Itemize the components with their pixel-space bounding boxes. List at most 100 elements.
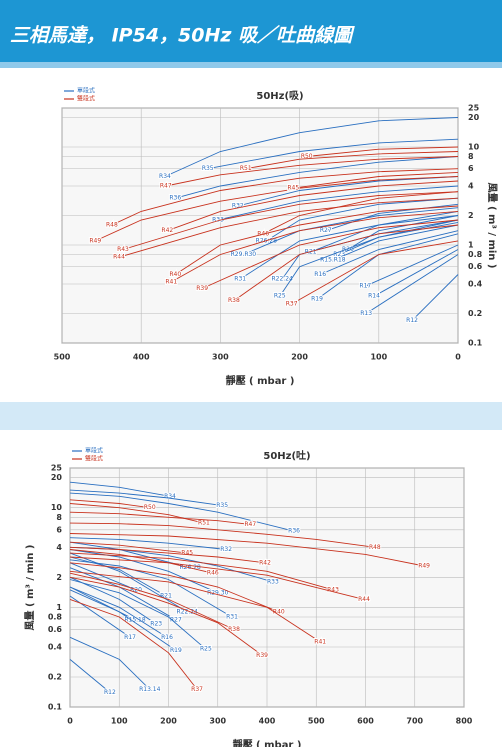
curve-label: R41 bbox=[165, 278, 177, 285]
curve bbox=[69, 562, 137, 591]
y-tick-label: 1 bbox=[468, 240, 474, 249]
curve-label: R27 bbox=[320, 227, 332, 234]
curve-label: R51 bbox=[198, 520, 210, 527]
y-tick-label: 0.1 bbox=[468, 339, 483, 348]
curve-label: R40 bbox=[273, 608, 285, 615]
curve-label: R12 bbox=[406, 317, 418, 324]
curve-label: R48 bbox=[106, 221, 118, 228]
y-tick-label: 1 bbox=[56, 603, 62, 612]
curve-label: R50 bbox=[144, 504, 156, 511]
curve-label: R38 bbox=[228, 297, 240, 304]
curve bbox=[237, 176, 459, 207]
curve-label: R32 bbox=[232, 203, 244, 210]
curve bbox=[69, 489, 223, 507]
curve-label: R16 bbox=[314, 271, 326, 278]
curve bbox=[69, 589, 177, 651]
curve-label: R39 bbox=[196, 285, 208, 292]
curve bbox=[217, 185, 459, 221]
x-tick-label: 100 bbox=[111, 717, 128, 726]
curve-label: R19 bbox=[170, 647, 182, 654]
curve-label: R29.R30 bbox=[231, 251, 257, 258]
header-stripe bbox=[0, 62, 502, 68]
curve-label: R36 bbox=[288, 528, 300, 535]
curve bbox=[69, 556, 365, 600]
curve-label: R15.18 bbox=[124, 616, 146, 623]
curve bbox=[69, 576, 263, 656]
curve-label: R13.14 bbox=[139, 686, 161, 693]
header-title: 三相馬達， IP54，50Hz 吸／吐曲線圖 bbox=[10, 25, 355, 47]
curve bbox=[69, 546, 266, 564]
curve-label: R49 bbox=[89, 237, 101, 244]
curve-label: R38 bbox=[228, 626, 240, 633]
y-axis-label: 風量 ( m³ / min ) bbox=[486, 183, 499, 269]
y-tick-label: 0.8 bbox=[468, 250, 483, 259]
x-tick-label: 200 bbox=[160, 717, 177, 726]
curve bbox=[69, 576, 157, 625]
curve bbox=[202, 219, 459, 289]
curve-label: R50 bbox=[301, 153, 313, 160]
curve-label: R36 bbox=[169, 195, 181, 202]
curve-label: R42 bbox=[161, 227, 173, 234]
x-axis-label: 靜壓 ( mbar ) bbox=[226, 374, 295, 387]
y-tick-label: 0.6 bbox=[48, 625, 63, 634]
y-tick-label: 6 bbox=[468, 164, 474, 173]
curve-label: R22.24 bbox=[177, 608, 199, 615]
curve-label: R12 bbox=[104, 689, 116, 696]
y-tick-label: 6 bbox=[56, 525, 62, 534]
y-tick-label: 0.8 bbox=[48, 612, 63, 621]
curve-label: R15.R18 bbox=[320, 257, 346, 264]
curve-label: R42 bbox=[259, 559, 271, 566]
curve bbox=[69, 499, 150, 509]
curve-label: R31 bbox=[234, 275, 246, 282]
curve-label: R27 bbox=[170, 616, 182, 623]
x-tick-label: 300 bbox=[209, 717, 226, 726]
x-axis-label: 靜壓 ( mbar ) bbox=[233, 738, 302, 747]
curve-label: R43 bbox=[327, 586, 339, 593]
y-tick-label: 2 bbox=[56, 573, 62, 582]
curve-label: R17 bbox=[124, 634, 136, 641]
curve-label: R49 bbox=[418, 562, 430, 569]
curve-label: R45 bbox=[287, 185, 299, 192]
curve bbox=[332, 224, 459, 261]
curve bbox=[69, 549, 213, 574]
curve bbox=[69, 586, 136, 621]
curve-label: R37 bbox=[286, 301, 298, 308]
curve-label: R40 bbox=[169, 271, 181, 278]
curve-label: R32 bbox=[220, 546, 232, 553]
curve bbox=[95, 176, 459, 242]
x-tick-label: 800 bbox=[456, 717, 473, 726]
curve-label: R22.24 bbox=[271, 275, 293, 282]
x-tick-label: 500 bbox=[308, 717, 325, 726]
curve bbox=[293, 171, 459, 189]
curve bbox=[122, 191, 459, 250]
chart-title: 50Hz(吐) bbox=[263, 449, 310, 462]
curve bbox=[207, 138, 459, 170]
curve bbox=[69, 541, 188, 554]
curve bbox=[164, 117, 459, 177]
y-tick-label: 8 bbox=[468, 152, 474, 161]
x-tick-label: 500 bbox=[54, 353, 71, 362]
x-tick-label: 0 bbox=[67, 717, 73, 726]
y-tick-label: 0.1 bbox=[48, 703, 63, 712]
curve bbox=[69, 492, 295, 532]
curve-label: R48 bbox=[369, 544, 381, 551]
divider-band bbox=[0, 402, 502, 430]
y-tick-label: 20 bbox=[468, 113, 480, 122]
curve bbox=[69, 572, 235, 630]
y-tick-label: 10 bbox=[468, 142, 480, 151]
y-tick-label: 4 bbox=[56, 543, 62, 552]
curve bbox=[365, 254, 459, 314]
y-tick-label: 20 bbox=[51, 473, 63, 482]
curve bbox=[69, 598, 198, 690]
curve bbox=[69, 552, 334, 591]
curve-label: R34 bbox=[164, 493, 176, 500]
legend-label: 雙段式 bbox=[77, 95, 95, 103]
curve bbox=[69, 586, 168, 638]
curve-label: R43 bbox=[117, 246, 129, 253]
curve-label: R20 bbox=[342, 246, 354, 253]
curve bbox=[245, 151, 459, 170]
curve-label: R23 bbox=[150, 621, 162, 628]
curve-label: R14 bbox=[368, 293, 380, 300]
